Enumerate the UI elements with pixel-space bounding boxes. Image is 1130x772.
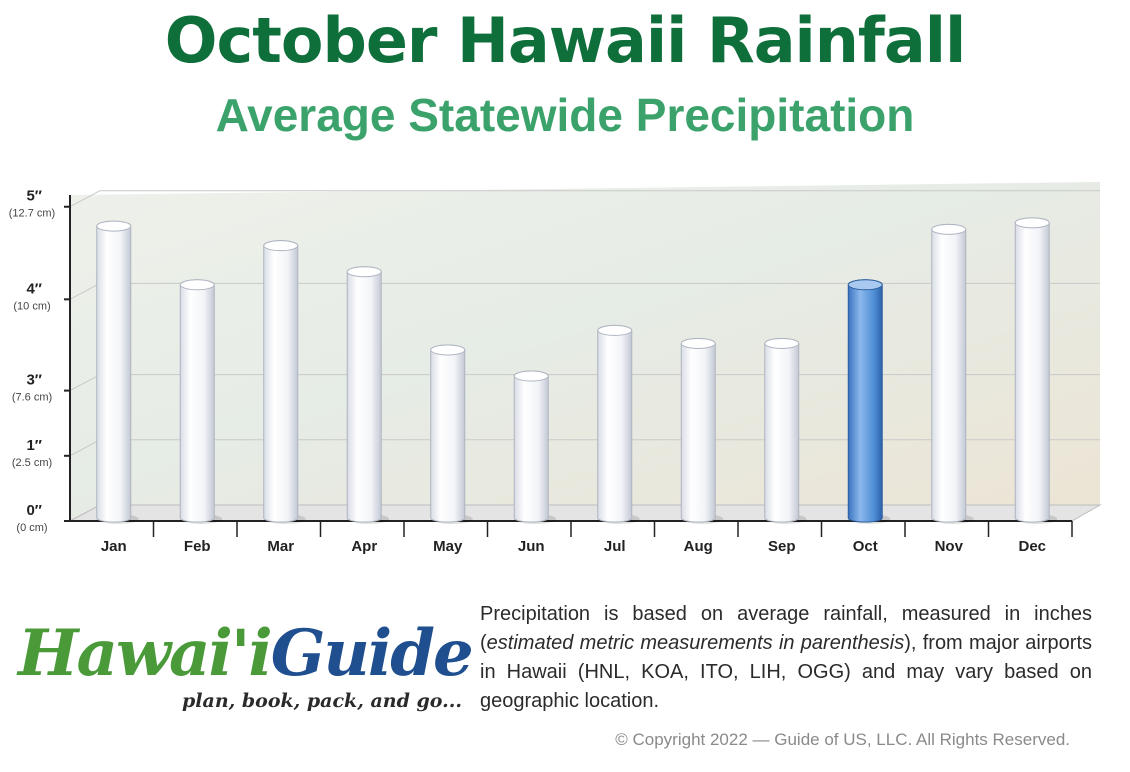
description-text-start: Precipitation is based on average rainfa… [480,603,1092,654]
bar-dec [1014,217,1058,524]
x-tick-label-aug: Aug [684,538,713,555]
plot-background [70,182,1100,521]
description: Precipitation is based on average rainfa… [480,600,1092,716]
x-tick-label-mar: Mar [267,538,294,555]
bar-cap [263,240,299,252]
x-tick-label-jun: Jun [518,538,545,555]
bar-oct [847,279,891,524]
y-tick-sublabel: (12.7 cm) [9,208,55,220]
bar-dec-body [1014,217,1050,523]
rainfall-chart: 0″ (0 cm) 1″ (2.5 cm) 3″ (7.6 cm) 4″ (10 cm) 5″ (… [9,182,1102,555]
description-italic: estimated metric measurements in parenth… [486,632,905,654]
description-text-end: ), from major airports in Hawaii (HNL, K… [480,632,1092,712]
x-tick-label-sep: Sep [768,538,796,555]
copyright-notice: © Copyright 2022 — Guide of US, LLC. All… [615,730,1070,749]
bar-jul [597,324,640,524]
bar-cap [847,279,883,291]
bar-mar-body [263,240,299,523]
bar-cap [96,220,132,232]
bar-aug-body [680,337,716,523]
gridline-diag [69,190,101,208]
chart-title: October Hawaii Rainfall [164,4,967,77]
y-axis-ticks: 0″ (0 cm) 1″ (2.5 cm) 3″ (7.6 cm) 4″ (10 cm) 5″ (… [9,188,70,534]
bar-feb [179,279,223,524]
bar-cap [179,279,215,291]
bar-cap [1014,217,1050,229]
bar-cap [597,324,633,336]
logo-tagline: plan, book, pack, and go... [182,690,462,712]
y-tick-label: 4″ [26,280,42,297]
bar-cap [931,223,967,235]
bar-jan-body [96,220,132,523]
y-tick-sublabel: (2.5 cm) [12,457,52,469]
bar-oct-body [847,279,883,523]
x-tick-label-oct: Oct [853,538,878,555]
logo-wordmark: Hawai'iGuide [18,616,474,691]
bar-may [430,344,473,524]
bar-nov-body [931,223,967,523]
x-tick-label-may: May [433,538,463,555]
bar-may-body [430,344,466,523]
bar-sep-body [764,337,800,523]
bar-apr-body [346,266,382,523]
bar-sep [764,337,807,524]
bar-jul-body [597,324,633,523]
y-tick-sublabel: (7.6 cm) [12,392,52,404]
x-tick-label-jan: Jan [101,538,127,555]
bar-jun [513,370,557,524]
x-tick-label-jul: Jul [604,538,626,555]
bar-cap [680,337,716,349]
y-tick-sublabel: (0 cm) [16,522,47,534]
bar-cap [764,337,800,349]
bar-aug [680,337,724,524]
bar-nov [931,223,974,524]
bar-jan [96,220,139,524]
bar-jun-body [513,370,549,523]
x-tick-label-nov: Nov [935,538,964,555]
bars [96,217,1058,524]
x-tick-label-apr: Apr [351,538,377,555]
bar-cap [430,344,466,356]
bar-apr [346,266,390,524]
y-tick-label: 0″ [26,502,42,519]
gridline-diag [69,374,101,392]
gridline-diag [69,439,101,457]
x-tick-label-feb: Feb [184,538,211,555]
hawaii-guide-logo[interactable]: Hawai'iGuide plan, book, pack, and go... [18,618,474,728]
bar-feb-body [179,279,215,523]
y-tick-label: 1″ [26,437,42,454]
chart-subtitle: Average Statewide Precipitation [215,89,915,141]
y-tick-sublabel: (10 cm) [13,300,50,312]
gridline-diag [69,282,101,300]
y-tick-label: 3″ [26,372,42,389]
bar-mar [263,240,306,524]
x-axis-labels: Jan Feb Mar Apr May Jun Jul Aug Sep Oct Nov Dec [101,521,1073,555]
bar-cap [346,266,382,278]
x-tick-label-dec: Dec [1018,538,1046,555]
bar-cap [513,370,549,382]
y-tick-label: 5″ [26,188,42,205]
